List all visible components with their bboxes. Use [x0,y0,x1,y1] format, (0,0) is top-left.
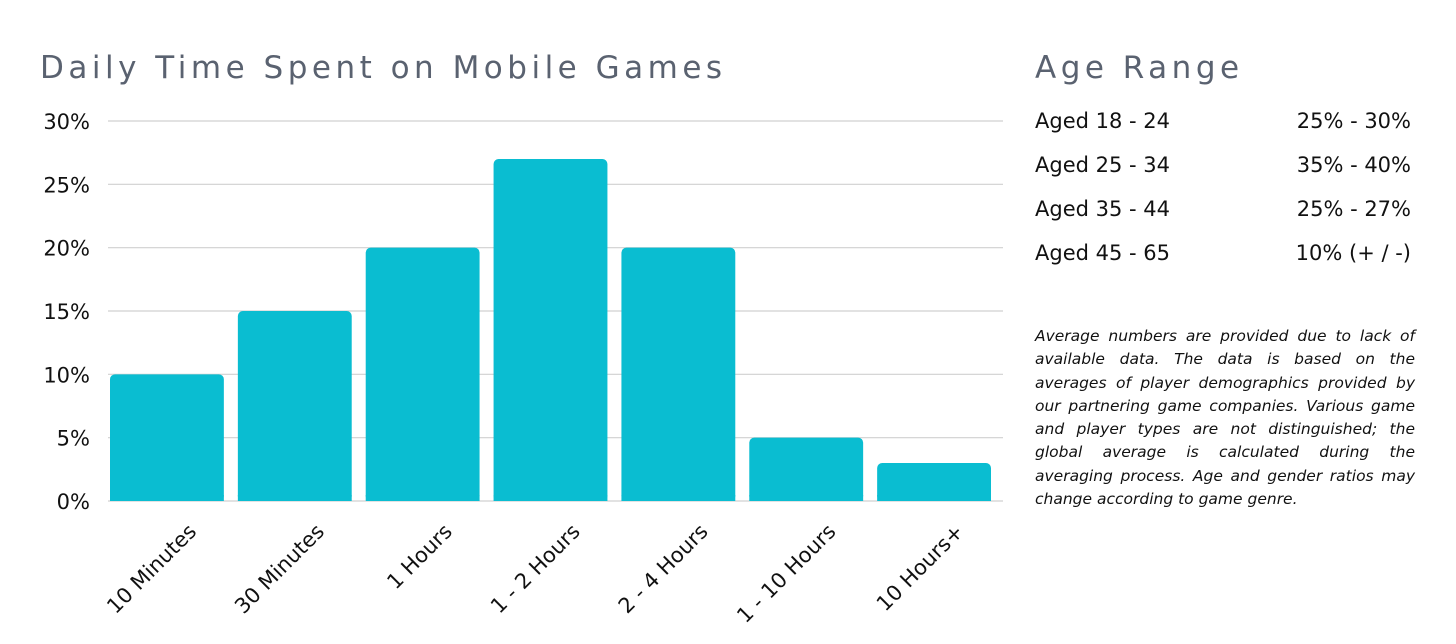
age-label: Aged 45 - 65 [1035,241,1170,265]
bar [237,311,352,501]
age-row: Aged 45 - 65 10% (+ / -) [1035,241,1415,285]
age-row: Aged 35 - 44 25% - 27% [1035,197,1415,241]
age-label: Aged 18 - 24 [1035,109,1170,133]
age-range-title: Age Range [1035,50,1244,86]
y-tick-label: 30% [43,110,90,134]
age-row: Aged 25 - 34 35% - 40% [1035,153,1415,197]
age-label: Aged 25 - 34 [1035,153,1170,177]
bar-base [237,495,352,501]
x-tick-label: 10 Hours+ [872,519,969,616]
x-tick-label: 1 - 10 Hours [732,519,840,627]
y-axis-ticks: 0% 5% 10% 15% 20% 25% 30% [43,110,90,514]
bar [110,374,224,501]
bar [621,247,736,501]
y-tick-label: 15% [43,300,90,324]
footnote: Average numbers are provided due to lack… [1035,327,1415,509]
x-tick-label: 1 Hours [382,519,457,594]
bars [110,159,991,501]
bar-base [365,495,480,501]
age-label: Aged 35 - 44 [1035,197,1170,221]
bar [749,437,864,501]
age-value: 10% (+ / -) [1295,241,1411,265]
y-tick-label: 20% [43,237,90,261]
y-tick-label: 5% [57,427,90,451]
age-value: 35% - 40% [1296,153,1411,177]
age-value: 25% - 30% [1296,109,1411,133]
x-tick-label: 10 Minutes [102,519,201,618]
chart-title: Daily Time Spent on Mobile Games [40,50,727,86]
bar [493,159,608,501]
bar-base [110,495,224,501]
age-row: Aged 18 - 24 25% - 30% [1035,109,1415,153]
y-tick-label: 0% [57,490,90,514]
bar-base [877,495,991,501]
x-tick-label: 2 - 4 Hours [614,519,713,618]
bar [877,463,991,501]
bar-base [621,495,736,501]
x-axis-ticks: 10 Minutes 30 Minutes 1 Hours 1 - 2 Hours 2 … [102,519,968,627]
age-value: 25% - 27% [1296,197,1411,221]
y-tick-label: 25% [43,173,90,197]
bar-base [493,495,608,501]
x-tick-label: 1 - 2 Hours [486,519,585,618]
bar [365,247,480,501]
x-tick-label: 30 Minutes [230,519,329,618]
bar-base [749,495,864,501]
y-tick-label: 10% [43,363,90,387]
bar-chart: 0% 5% 10% 15% 20% 25% 30% 10 Minutes 30 Minutes… [43,110,1003,628]
age-range-table: Aged 18 - 24 25% - 30% Aged 25 - 34 35% … [1035,109,1415,285]
